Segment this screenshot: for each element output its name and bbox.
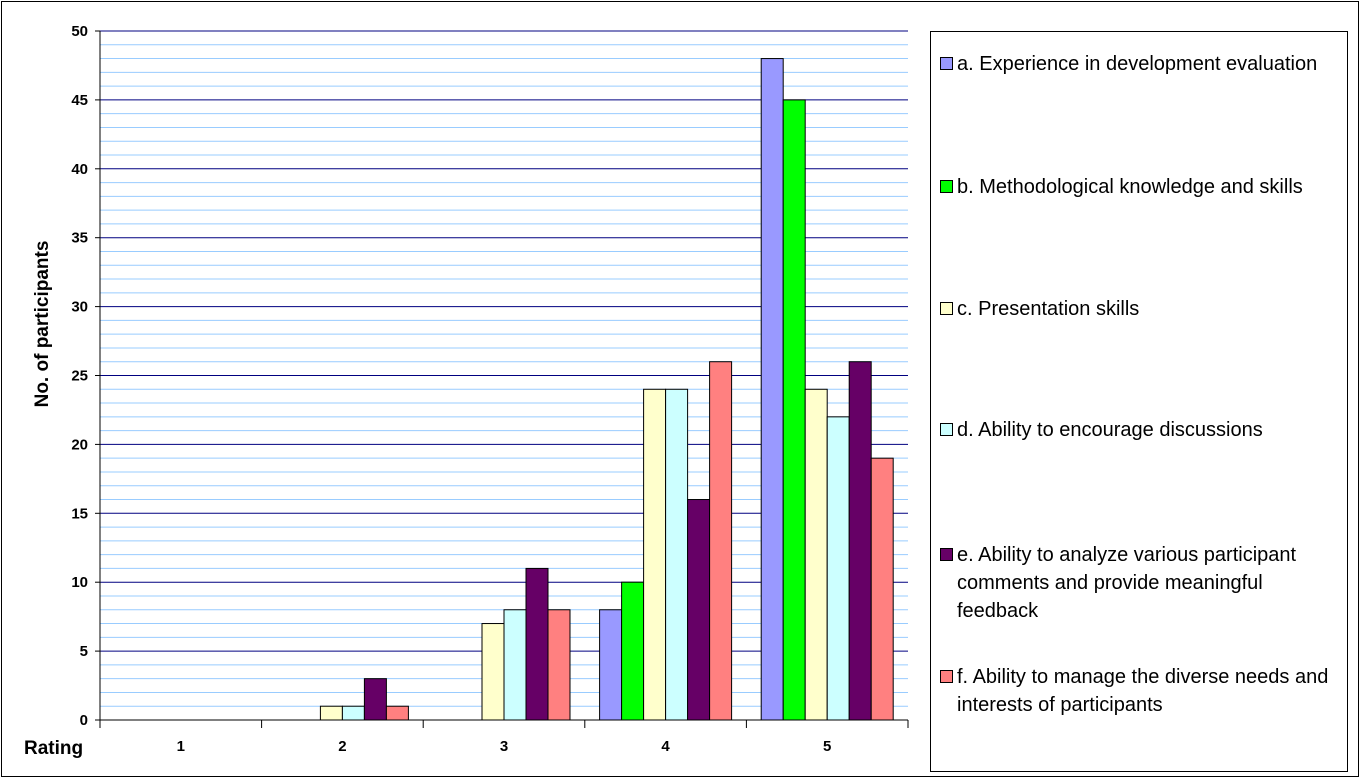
legend-label-b: b. Methodological knowledge and skills	[957, 173, 1303, 201]
bar-series-6-rating-5	[871, 458, 893, 720]
legend-swatch-c	[940, 302, 953, 315]
bar-series-3-rating-2	[320, 706, 342, 720]
bar-series-5-rating-4	[688, 500, 710, 720]
legend-item-e: e. Ability to analyze various participan…	[940, 541, 1344, 625]
legend: a. Experience in development evaluation …	[930, 31, 1348, 772]
y-tick-label: 5	[80, 643, 88, 660]
bar-series-6-rating-4	[710, 362, 732, 720]
legend-swatch-b	[940, 180, 953, 193]
bar-series-4-rating-5	[827, 417, 849, 720]
y-tick-label: 45	[71, 92, 88, 109]
x-tick-label: 4	[661, 738, 670, 755]
y-tick-label: 50	[71, 23, 88, 40]
y-tick-label: 0	[80, 712, 88, 729]
legend-swatch-a	[940, 57, 953, 70]
bar-series-1-rating-5	[761, 59, 783, 720]
legend-swatch-f	[940, 670, 953, 683]
y-tick-label: 20	[71, 436, 88, 453]
bar-series-3-rating-5	[805, 389, 827, 720]
legend-label-d: d. Ability to encourage discussions	[957, 416, 1263, 444]
bar-series-1-rating-4	[600, 610, 622, 720]
bar-series-3-rating-4	[644, 389, 666, 720]
legend-item-c: c. Presentation skills	[940, 295, 1344, 323]
y-tick-label: 10	[71, 574, 88, 591]
y-tick-label: 15	[71, 505, 88, 522]
y-tick-label: 35	[71, 230, 88, 247]
bar-series-5-rating-2	[364, 679, 386, 720]
legend-label-a: a. Experience in development evaluation	[957, 50, 1317, 78]
bar-series-4-rating-4	[666, 389, 688, 720]
y-tick-label: 40	[71, 161, 88, 178]
x-tick-label: 1	[177, 738, 185, 755]
legend-label-f: f. Ability to manage the diverse needs a…	[957, 663, 1344, 719]
x-axis-title: Rating	[24, 738, 83, 759]
bar-series-3-rating-3	[482, 624, 504, 720]
bar-series-6-rating-2	[386, 706, 408, 720]
y-axis-title: No. of participants	[32, 241, 53, 408]
y-tick-label: 30	[71, 299, 88, 316]
legend-item-f: f. Ability to manage the diverse needs a…	[940, 663, 1344, 719]
legend-swatch-e	[940, 548, 953, 561]
bar-series-2-rating-5	[783, 100, 805, 720]
legend-item-d: d. Ability to encourage discussions	[940, 416, 1344, 444]
legend-swatch-d	[940, 423, 953, 436]
y-tick-label: 25	[71, 368, 88, 385]
x-tick-label: 2	[338, 738, 346, 755]
x-tick-label: 5	[823, 738, 831, 755]
bar-series-6-rating-3	[548, 610, 570, 720]
bar-series-2-rating-4	[622, 582, 644, 720]
legend-item-b: b. Methodological knowledge and skills	[940, 173, 1344, 201]
bar-series-5-rating-3	[526, 568, 548, 720]
x-tick-label: 3	[500, 738, 508, 755]
bar-series-5-rating-5	[849, 362, 871, 720]
bar-series-4-rating-2	[342, 706, 364, 720]
legend-item-a: a. Experience in development evaluation	[940, 50, 1344, 78]
legend-label-c: c. Presentation skills	[957, 295, 1139, 323]
bar-series-4-rating-3	[504, 610, 526, 720]
legend-label-e: e. Ability to analyze various participan…	[957, 541, 1344, 625]
